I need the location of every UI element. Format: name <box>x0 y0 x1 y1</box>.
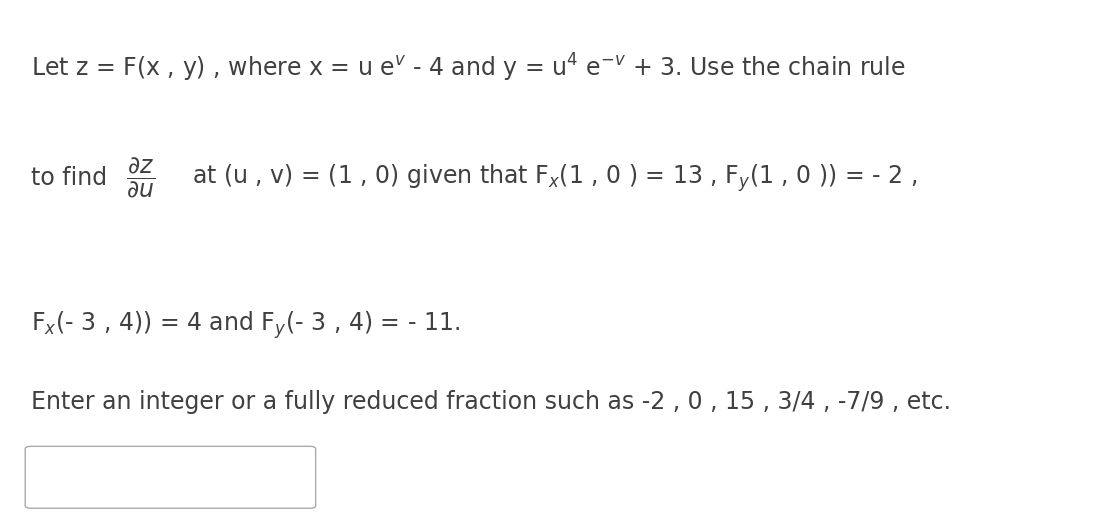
Text: to find: to find <box>31 166 106 190</box>
Text: No Spaces Please.: No Spaces Please. <box>31 457 247 481</box>
Text: F$_x$(- 3 , 4)) = 4 and F$_y$(- 3 , 4) = - 11.: F$_x$(- 3 , 4)) = 4 and F$_y$(- 3 , 4) =… <box>31 310 459 341</box>
Text: Let z = F(x , y) , where x = u e$^v$ - 4 and y = u$^4$ e$^{ -v}$ + 3. Use the ch: Let z = F(x , y) , where x = u e$^v$ - 4… <box>31 52 905 84</box>
FancyBboxPatch shape <box>25 446 316 508</box>
Text: at (u , v) = (1 , 0) given that F$_x$(1 , 0 ) = 13 , F$_y$(1 , 0 )) = - 2 ,: at (u , v) = (1 , 0) given that F$_x$(1 … <box>192 162 917 194</box>
Text: Enter an integer or a fully reduced fraction such as -2 , 0 , 15 , 3/4 , -7/9 , : Enter an integer or a fully reduced frac… <box>31 390 950 414</box>
Text: $\dfrac{\partial z}{\partial u}$: $\dfrac{\partial z}{\partial u}$ <box>126 156 156 200</box>
